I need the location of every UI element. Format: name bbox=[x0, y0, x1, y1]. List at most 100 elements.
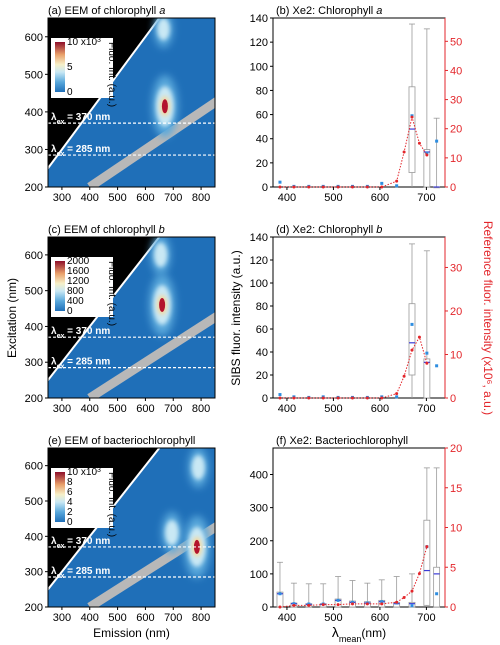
y-tick-label: 200 bbox=[25, 182, 43, 194]
colorbar-tick-value: 1600 bbox=[67, 266, 90, 277]
lambda-sub: ex bbox=[57, 572, 65, 579]
box-mean bbox=[278, 393, 282, 397]
reference-point bbox=[336, 185, 340, 189]
panel-title-italic: b bbox=[376, 224, 382, 236]
box-mean bbox=[395, 184, 399, 188]
panel-title-italic: b bbox=[159, 224, 165, 236]
y2-tick-label: 30 bbox=[450, 95, 462, 107]
reference-point bbox=[350, 185, 354, 189]
y-tick-label: 100 bbox=[250, 569, 268, 581]
reference-point bbox=[380, 396, 384, 400]
panel-title-text: (c) EEM of chlorophyll bbox=[48, 224, 159, 236]
box-mean bbox=[380, 181, 384, 185]
colorbar-tick-value: 5 bbox=[67, 62, 73, 73]
peak-mid bbox=[154, 242, 168, 268]
reference-point bbox=[365, 185, 369, 189]
reference-point bbox=[395, 392, 399, 396]
lambda-sub: ex bbox=[57, 119, 65, 126]
colorbar-tick-value: 10 x10 bbox=[67, 467, 97, 478]
y-tick-label: 300 bbox=[25, 144, 43, 156]
plot-frame bbox=[272, 236, 446, 399]
y-tick-label: 400 bbox=[250, 470, 268, 482]
panel-title-italic: a bbox=[159, 5, 165, 17]
colorbar-tick-value: 10 x10 bbox=[67, 37, 97, 48]
lambda-symbol: λ bbox=[51, 566, 57, 577]
peak-0 bbox=[183, 515, 210, 578]
lambda-symbol: λ bbox=[51, 326, 57, 337]
x-tick-label: 300 bbox=[53, 403, 71, 415]
panel-title-italic: a bbox=[376, 5, 382, 17]
box-7 bbox=[380, 181, 384, 185]
x-tick-label: 500 bbox=[324, 403, 342, 415]
x-tick-label: 400 bbox=[278, 192, 296, 204]
box-10 bbox=[423, 467, 431, 607]
reference-point bbox=[395, 600, 399, 604]
y-tick-label: 20 bbox=[256, 158, 268, 170]
y-tick-label: 600 bbox=[25, 461, 43, 473]
y2-tick-label: 50 bbox=[450, 36, 462, 48]
reference-point bbox=[278, 396, 282, 400]
x-tick-label: 700 bbox=[164, 612, 182, 624]
y-tick-label: 500 bbox=[25, 286, 43, 298]
label-value: = 370 nm bbox=[64, 536, 110, 547]
y-tick-label: 140 bbox=[250, 13, 268, 25]
panel-title-text: (b) Xe2: Chlorophyll bbox=[276, 5, 376, 17]
colorbar-tick: 4 bbox=[67, 497, 73, 508]
reference-point bbox=[292, 603, 296, 607]
reference-point bbox=[425, 545, 429, 549]
label-value: = 370 nm bbox=[64, 112, 110, 123]
y-tick-label: 600 bbox=[25, 32, 43, 44]
colorbar-tick-value: 8 bbox=[67, 477, 73, 488]
box-11 bbox=[435, 364, 439, 368]
diagonal-line bbox=[48, 237, 161, 382]
panel-title: (b) Xe2: Chlorophyll a bbox=[276, 5, 382, 17]
y-tick-label: 60 bbox=[256, 324, 268, 336]
y-tick-label: 500 bbox=[25, 69, 43, 81]
x-tick-label: 500 bbox=[324, 192, 342, 204]
x-tick-label: 500 bbox=[108, 403, 126, 415]
lambda-sub: ex bbox=[57, 542, 65, 549]
reference-point bbox=[402, 374, 406, 378]
peak-1 bbox=[161, 511, 182, 554]
peak-mid bbox=[165, 520, 179, 546]
x-tick-label: 500 bbox=[324, 612, 342, 624]
y-tick-label: 0 bbox=[262, 182, 268, 194]
colorbar-tick: 2000 bbox=[67, 256, 90, 267]
peak-core bbox=[159, 297, 166, 312]
reference-point bbox=[410, 348, 414, 352]
box-9 bbox=[408, 243, 416, 398]
box-11 bbox=[433, 117, 441, 189]
plot-area bbox=[48, 18, 215, 187]
colorbar-tick-exp: 3 bbox=[97, 37, 101, 44]
reference-point bbox=[321, 603, 325, 607]
panel-title: (c) EEM of chlorophyll b bbox=[48, 224, 165, 236]
peak-2 bbox=[188, 448, 209, 488]
box-0 bbox=[276, 561, 284, 608]
reference-point bbox=[417, 141, 421, 145]
box-mean bbox=[435, 139, 439, 143]
colorbar-tick: 1600 bbox=[67, 266, 90, 277]
y2-tick-label: 0 bbox=[450, 602, 456, 614]
y2-tick-label: 20 bbox=[450, 306, 462, 318]
box-mean bbox=[395, 395, 399, 399]
colorbar-tick: 0 bbox=[67, 517, 73, 528]
x-tick-label: 300 bbox=[53, 192, 71, 204]
box-8 bbox=[395, 184, 399, 188]
box-0 bbox=[278, 180, 282, 184]
right-x-axis-label: λmean(nm) bbox=[332, 624, 386, 644]
reference-point bbox=[402, 595, 406, 599]
reference-point bbox=[278, 185, 282, 189]
xlabel-sub: mean bbox=[339, 634, 362, 644]
box-iqr bbox=[433, 566, 441, 608]
colorbar-tick-value: 800 bbox=[67, 286, 84, 297]
y2-tick-label: 15 bbox=[450, 483, 462, 495]
reference-point bbox=[321, 185, 325, 189]
y-tick-label: 100 bbox=[250, 61, 268, 73]
y-tick-label: 40 bbox=[256, 347, 268, 359]
colorbar-tick-value: 4 bbox=[67, 497, 73, 508]
y-tick-label: 20 bbox=[256, 370, 268, 382]
colorbar-label: Fluo. Int. (a.u.) bbox=[106, 261, 117, 326]
left-x-axis-label: Emission (nm) bbox=[93, 626, 170, 640]
box-mean bbox=[425, 151, 429, 155]
y2-tick-label: 40 bbox=[450, 65, 462, 77]
